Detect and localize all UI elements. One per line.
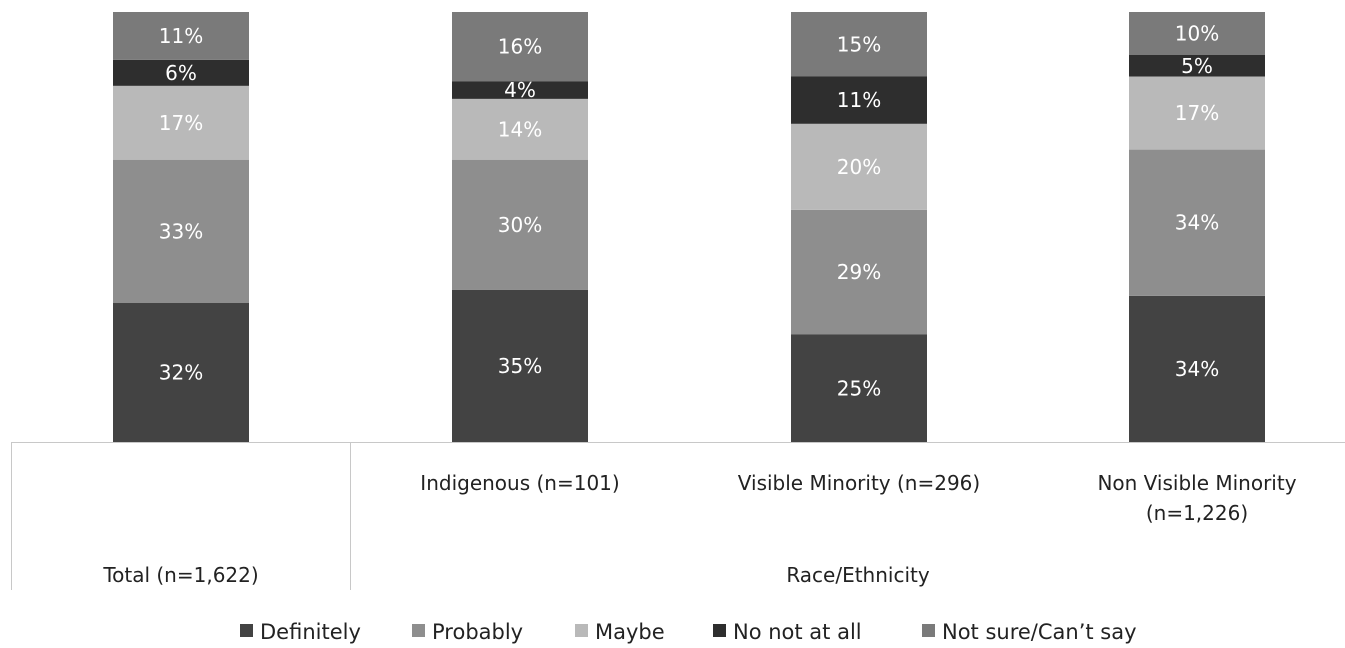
group-label: Race/Ethnicity — [786, 563, 930, 587]
legend-swatch-definitely — [240, 624, 253, 637]
bar-segment-not-sure-can-t-say-2 — [791, 12, 927, 77]
bar-segment-not-sure-can-t-say-0 — [113, 12, 249, 60]
category-label-1: Indigenous (n=101) — [420, 471, 619, 495]
bar-segment-no-not-at-all-1 — [452, 81, 588, 99]
data-label-no-not-at-all-0: 6% — [165, 61, 197, 85]
data-label-maybe-3: 17% — [1175, 101, 1219, 125]
legend-swatch-maybe — [575, 624, 588, 637]
data-label-not-sure-can-t-say-3: 10% — [1175, 22, 1219, 46]
category-label-3: Non Visible Minority (n=1,226) — [1097, 471, 1296, 525]
data-label-maybe-0: 17% — [159, 111, 203, 135]
data-label-probably-2: 29% — [837, 260, 881, 284]
category-label-0: Total (n=1,622) — [102, 563, 258, 587]
legend-label-probably: Probably — [432, 620, 523, 644]
data-label-definitely-2: 25% — [837, 376, 881, 400]
bar-segment-maybe-0 — [113, 85, 249, 160]
bar-segment-maybe-1 — [452, 98, 588, 160]
data-label-maybe-1: 14% — [498, 117, 542, 141]
legend-swatch-probably — [412, 624, 425, 637]
bar-segment-probably-0 — [113, 159, 249, 304]
data-label-probably-0: 33% — [159, 219, 203, 243]
bars-layer: 32% 33% 17% 6% 11% 35% 30% 14% 4% 16% 25% 29% 20% 11%… — [113, 12, 1265, 442]
data-label-probably-3: 34% — [1175, 211, 1219, 235]
bar-segment-maybe-2 — [791, 123, 927, 210]
data-label-no-not-at-all-1: 4% — [504, 78, 536, 102]
legend-label-definitely: Definitely — [260, 620, 361, 644]
bar-segment-not-sure-can-t-say-1 — [452, 12, 588, 82]
data-label-not-sure-can-t-say-2: 15% — [837, 32, 881, 56]
legend-label-maybe: Maybe — [595, 620, 665, 644]
bar-segment-probably-1 — [452, 159, 588, 290]
category-label-line: (n=1,226) — [1146, 501, 1248, 525]
bar-segment-no-not-at-all-3 — [1129, 55, 1265, 77]
bar-segment-probably-2 — [791, 209, 927, 335]
bar-segment-definitely-1 — [452, 289, 588, 442]
data-label-no-not-at-all-3: 5% — [1181, 54, 1213, 78]
bar-segment-definitely-3 — [1129, 295, 1265, 442]
bar-segment-no-not-at-all-0 — [113, 59, 249, 86]
legend-label-no-not-at-all: No not at all — [733, 620, 862, 644]
category-label-line: Non Visible Minority — [1097, 471, 1296, 495]
bar-segment-definitely-2 — [791, 334, 927, 442]
data-label-no-not-at-all-2: 11% — [837, 88, 881, 112]
data-label-not-sure-can-t-say-0: 11% — [159, 24, 203, 48]
data-label-not-sure-can-t-say-1: 16% — [498, 35, 542, 59]
category-label-2: Visible Minority (n=296) — [738, 471, 980, 495]
bar-segment-maybe-3 — [1129, 76, 1265, 150]
bar-segment-not-sure-can-t-say-3 — [1129, 12, 1265, 55]
category-axis: Total (n=1,622) Indigenous (n=101) Visible… — [11, 442, 1345, 590]
bar-segment-definitely-0 — [113, 303, 249, 442]
bar-segment-no-not-at-all-2 — [791, 76, 927, 124]
data-label-definitely-1: 35% — [498, 354, 542, 378]
legend-swatch-no-not-at-all — [713, 624, 726, 637]
bar-segment-probably-3 — [1129, 149, 1265, 296]
data-label-definitely-0: 32% — [159, 361, 203, 385]
legend-swatch-not-sure-can-t-say — [922, 624, 935, 637]
data-label-probably-1: 30% — [498, 213, 542, 237]
legend-label-not-sure-can-t-say: Not sure/Can’t say — [942, 620, 1137, 644]
data-label-definitely-3: 34% — [1175, 357, 1219, 381]
legend: Definitely Probably Maybe No not at all Not … — [240, 620, 1137, 644]
data-label-maybe-2: 20% — [837, 155, 881, 179]
